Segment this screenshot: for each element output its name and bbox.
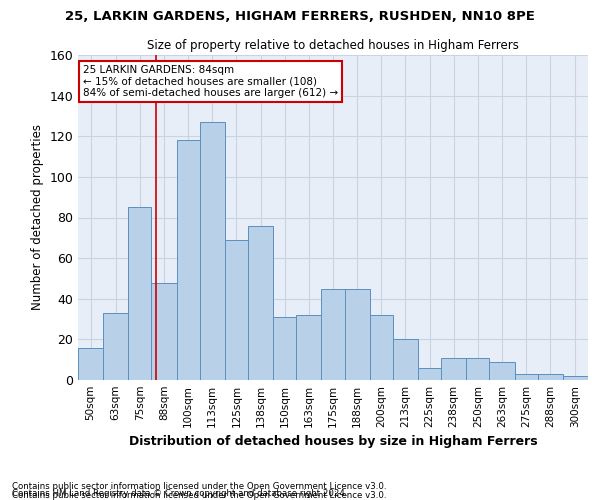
Y-axis label: Number of detached properties: Number of detached properties bbox=[31, 124, 44, 310]
Bar bbox=[441, 358, 466, 380]
Bar bbox=[515, 374, 538, 380]
Bar bbox=[466, 358, 490, 380]
Text: Contains HM Land Registry data © Crown copyright and database right 2024.: Contains HM Land Registry data © Crown c… bbox=[12, 488, 347, 498]
Bar bbox=[563, 376, 588, 380]
Bar bbox=[296, 315, 322, 380]
Bar bbox=[370, 315, 393, 380]
Bar bbox=[151, 282, 176, 380]
Bar bbox=[200, 122, 225, 380]
Text: Contains public sector information licensed under the Open Government Licence v3: Contains public sector information licen… bbox=[12, 482, 386, 491]
Text: 25, LARKIN GARDENS, HIGHAM FERRERS, RUSHDEN, NN10 8PE: 25, LARKIN GARDENS, HIGHAM FERRERS, RUSH… bbox=[65, 10, 535, 23]
X-axis label: Distribution of detached houses by size in Higham Ferrers: Distribution of detached houses by size … bbox=[128, 436, 538, 448]
Text: Contains public sector information licensed under the Open Government Licence v3: Contains public sector information licen… bbox=[12, 491, 386, 500]
Text: 25 LARKIN GARDENS: 84sqm
← 15% of detached houses are smaller (108)
84% of semi-: 25 LARKIN GARDENS: 84sqm ← 15% of detach… bbox=[83, 64, 338, 98]
Bar bbox=[176, 140, 200, 380]
Bar bbox=[393, 340, 418, 380]
Title: Size of property relative to detached houses in Higham Ferrers: Size of property relative to detached ho… bbox=[147, 40, 519, 52]
Bar bbox=[248, 226, 273, 380]
Bar bbox=[490, 362, 515, 380]
Bar bbox=[128, 208, 151, 380]
Bar bbox=[273, 317, 296, 380]
Bar bbox=[322, 288, 344, 380]
Bar bbox=[538, 374, 563, 380]
Bar bbox=[78, 348, 103, 380]
Bar bbox=[418, 368, 441, 380]
Bar bbox=[344, 288, 370, 380]
Bar bbox=[225, 240, 248, 380]
Bar bbox=[103, 313, 128, 380]
